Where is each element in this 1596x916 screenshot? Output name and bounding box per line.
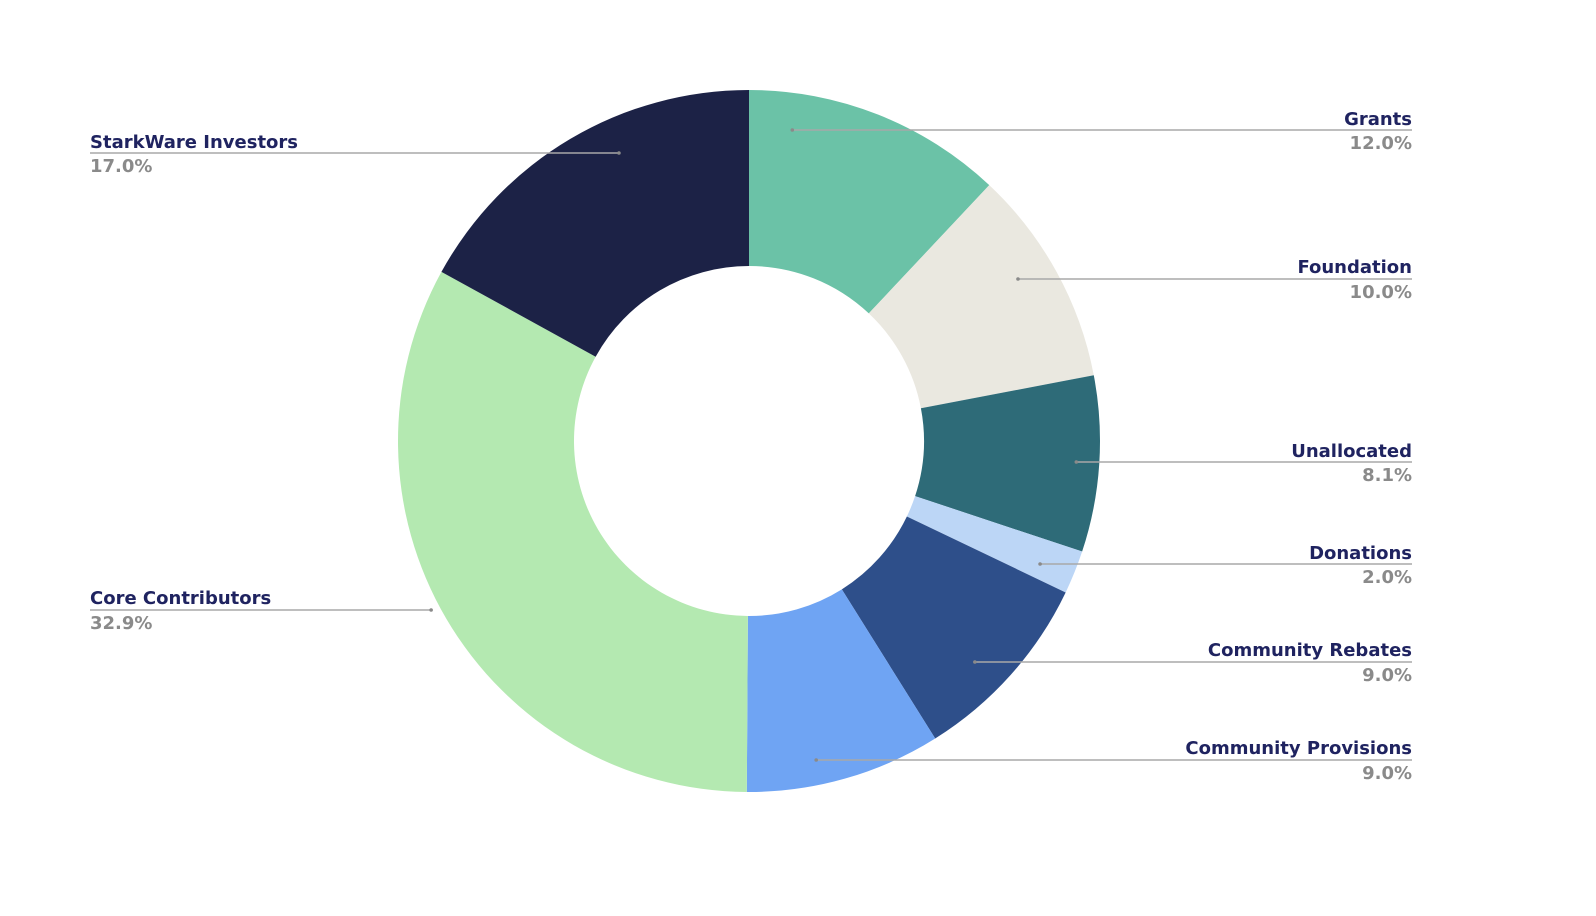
leader-dot bbox=[973, 660, 977, 664]
slice-value-label: 2.0% bbox=[1362, 567, 1412, 588]
leader-dot bbox=[1038, 562, 1042, 566]
slice-core-contributors bbox=[398, 271, 748, 792]
leader-dot bbox=[429, 608, 433, 612]
slice-label: Donations bbox=[1309, 543, 1412, 564]
donut-slices bbox=[398, 90, 1100, 792]
slice-foundation bbox=[868, 185, 1094, 409]
slice-label: Foundation bbox=[1297, 257, 1412, 278]
slice-community-provisions bbox=[746, 589, 936, 792]
leader-dot bbox=[617, 151, 621, 155]
slice-value-label: 10.0% bbox=[1350, 282, 1412, 303]
slice-label: Community Provisions bbox=[1185, 738, 1412, 759]
slice-grants bbox=[749, 90, 990, 314]
slice-label: StarkWare Investors bbox=[90, 132, 298, 153]
slice-labels: Grants 12.0% Foundation 10.0% Unallocated 8.1… bbox=[90, 109, 1412, 784]
slice-starkware-investors bbox=[441, 90, 749, 357]
slice-value-label: 32.9% bbox=[90, 613, 152, 634]
slice-label: Core Contributors bbox=[90, 588, 271, 609]
slice-value-label: 17.0% bbox=[90, 156, 152, 177]
slice-community-rebates bbox=[841, 516, 1066, 739]
slice-unallocated bbox=[915, 375, 1100, 552]
leader-dot bbox=[814, 758, 818, 762]
slice-label: Community Rebates bbox=[1208, 640, 1412, 661]
leader-dot bbox=[1074, 460, 1079, 464]
slice-value-label: 12.0% bbox=[1350, 133, 1412, 154]
slice-label: Unallocated bbox=[1291, 441, 1412, 462]
slice-value-label: 9.0% bbox=[1362, 763, 1412, 784]
slice-value-label: 9.0% bbox=[1362, 665, 1412, 686]
slice-label: Grants bbox=[1344, 109, 1412, 130]
leader-dot bbox=[790, 128, 795, 132]
slice-value-label: 8.1% bbox=[1362, 465, 1412, 486]
slice-donations bbox=[906, 496, 1083, 593]
leader-dot bbox=[1016, 277, 1020, 281]
